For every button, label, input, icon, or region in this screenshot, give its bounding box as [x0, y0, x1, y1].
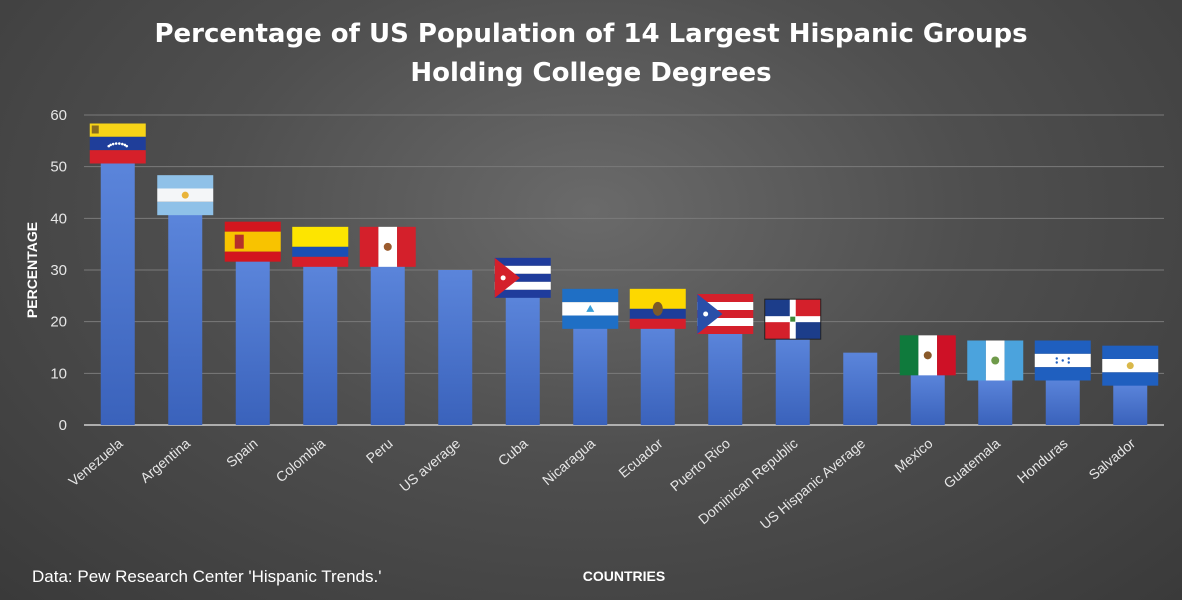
flags	[89, 123, 1159, 386]
bar	[1045, 378, 1080, 425]
y-tick-label: 50	[50, 159, 67, 176]
bar	[438, 270, 473, 425]
y-tick-label: 0	[59, 417, 67, 434]
chart-title-line1: Percentage of US Population of 14 Larges…	[154, 19, 1027, 49]
guatemala-flag	[967, 340, 1024, 381]
x-tick-label: Venezuela	[65, 435, 126, 489]
x-tick-label: Spain	[223, 435, 261, 470]
chart-title-line2: Holding College Degrees	[410, 58, 771, 88]
ecuador-flag	[629, 288, 686, 329]
honduras-flag	[1034, 340, 1091, 381]
bar	[100, 161, 135, 425]
source-note: Data: Pew Research Center 'Hispanic Tren…	[32, 567, 381, 586]
bar	[843, 352, 878, 425]
bar	[303, 264, 338, 425]
bar	[505, 295, 540, 425]
x-axis-title: COUNTRIES	[583, 568, 665, 584]
bars	[100, 161, 1148, 425]
bar	[370, 264, 405, 425]
cuba-flag	[494, 257, 551, 298]
x-tick-label: Guatemala	[940, 435, 1003, 491]
bar	[978, 378, 1013, 425]
bar	[1113, 383, 1148, 425]
peru-flag	[359, 226, 416, 267]
x-axis-labels: Venezuela Argentina Spain Colombia Peru US av…	[65, 435, 1138, 532]
bar	[775, 337, 810, 425]
spain-flag	[224, 221, 281, 262]
y-tick-label: 30	[50, 262, 67, 279]
y-tick-label: 40	[50, 210, 67, 227]
bar	[168, 213, 203, 425]
x-tick-label: Salvador	[1086, 435, 1139, 483]
x-tick-label: Ecuador	[615, 435, 665, 481]
x-tick-label: Puerto Rico	[667, 435, 733, 494]
y-axis-ticks: 0 10 20 30 40 50 60	[50, 107, 67, 434]
x-tick-label: Nicaragua	[539, 435, 598, 488]
mexico-flag	[899, 335, 956, 376]
x-tick-label: Cuba	[495, 435, 531, 469]
x-tick-label: Argentina	[137, 435, 193, 486]
y-tick-label: 60	[50, 107, 67, 124]
bar	[640, 326, 675, 425]
dominican-republic-flag	[764, 298, 822, 340]
x-tick-label: Colombia	[273, 435, 329, 485]
x-tick-label: Honduras	[1014, 435, 1071, 486]
x-tick-label: Peru	[363, 435, 396, 466]
argentina-flag	[157, 175, 214, 216]
bar	[235, 259, 270, 425]
x-tick-label: US average	[396, 435, 463, 495]
el-salvador-flag	[1102, 345, 1159, 386]
nicaragua-flag	[562, 288, 619, 329]
y-tick-label: 10	[50, 365, 67, 382]
colombia-flag	[292, 226, 349, 267]
x-tick-label: Mexico	[891, 435, 935, 476]
bar	[708, 332, 743, 425]
y-axis-title: PERCENTAGE	[24, 222, 40, 318]
puerto-rico-flag	[697, 294, 754, 334]
venezuela-flag	[89, 123, 146, 164]
bar	[573, 326, 608, 425]
bar	[910, 373, 945, 425]
y-tick-label: 20	[50, 314, 67, 331]
